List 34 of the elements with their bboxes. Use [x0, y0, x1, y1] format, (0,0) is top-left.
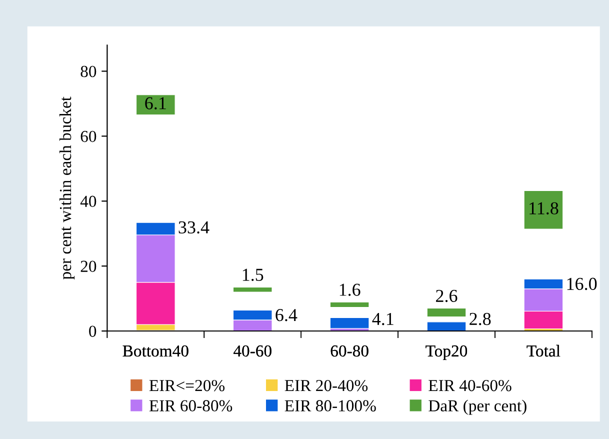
y-tick-label: 20 — [80, 260, 96, 272]
x-tick-label: Top20 — [426, 345, 468, 360]
legend-label: DaR (per cent) — [428, 400, 526, 415]
x-tick-label: Total — [526, 344, 560, 357]
x-tick-label: Bottom40 — [122, 345, 188, 357]
data-label: 1.6 — [340, 284, 360, 296]
legend-label: EIR 60-80% — [149, 400, 232, 412]
legend-label: EIR<=20% — [149, 380, 225, 392]
total-label: 2.8 — [470, 312, 491, 326]
x-tick-label: 60-80 — [330, 345, 368, 357]
y-tick-label: 40 — [80, 196, 96, 208]
y-tick-label: 80 — [80, 66, 96, 78]
bar — [330, 317, 370, 329]
data-label: 6.1 — [145, 97, 166, 110]
bar — [426, 308, 466, 317]
bar — [232, 286, 272, 292]
y-tick-label: 60 — [80, 130, 96, 142]
data-label: 2.6 — [436, 290, 458, 302]
total-label: 6.4 — [276, 309, 298, 322]
legend-label: EIR 40-60% — [428, 380, 512, 392]
data-label: 1.5 — [242, 268, 264, 281]
legend-label: EIR 80-100% — [284, 400, 376, 412]
y-tick-label: 0 — [89, 326, 96, 337]
bar — [330, 302, 370, 308]
total-label: 16.0 — [567, 278, 597, 290]
bar — [524, 190, 564, 230]
y-axis-title: per cent within each bucket — [59, 96, 75, 280]
legend-label: EIR 20-40% — [284, 380, 368, 392]
x-tick-label: 40-60 — [233, 345, 272, 357]
bar — [426, 322, 466, 332]
total-label: 4.1 — [372, 312, 394, 326]
bar — [136, 94, 176, 115]
data-label: 11.8 — [530, 202, 558, 214]
total-label: 33.4 — [178, 221, 210, 234]
